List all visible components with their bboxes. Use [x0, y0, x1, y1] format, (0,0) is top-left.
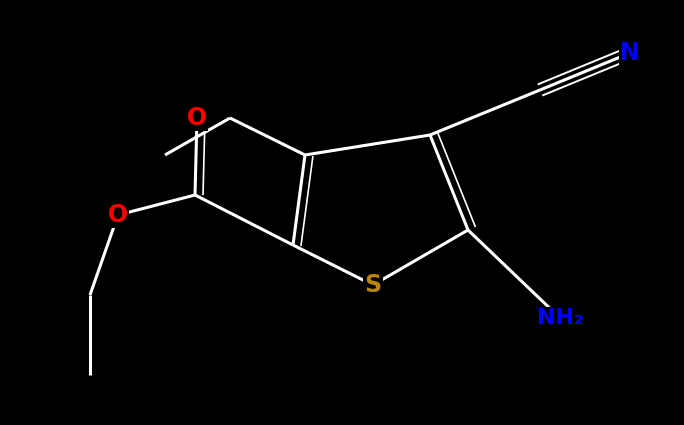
Text: NH₂: NH₂	[537, 308, 583, 328]
Text: O: O	[108, 203, 128, 227]
Text: O: O	[187, 106, 207, 130]
Text: N: N	[620, 41, 640, 65]
Text: S: S	[365, 273, 382, 297]
